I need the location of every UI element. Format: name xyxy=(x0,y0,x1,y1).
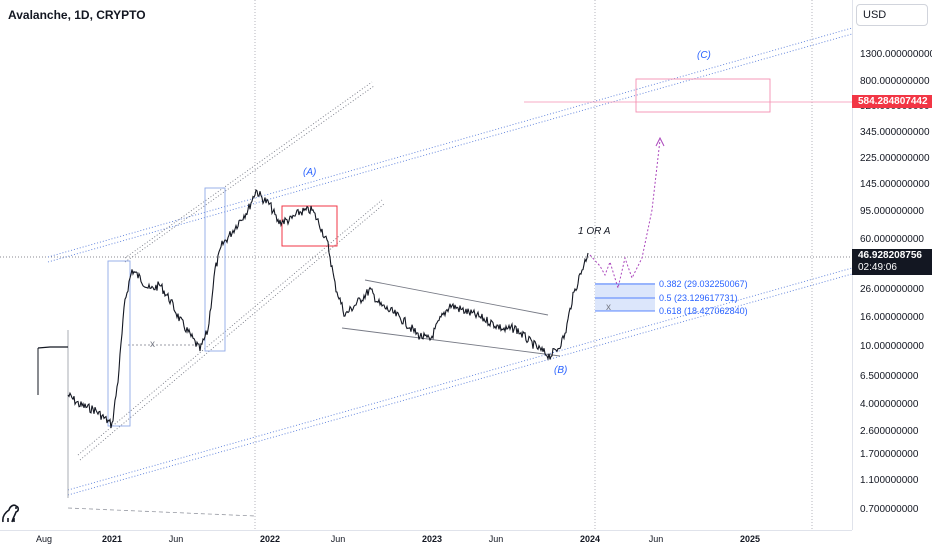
fib-618-label: 0.618 (18.427062840) xyxy=(659,306,748,316)
price-tick-label: 16.000000000 xyxy=(860,312,924,323)
x-marker-label-2: x xyxy=(606,302,611,313)
price-tick-label: 4.000000000 xyxy=(860,399,919,410)
x-marker-label: x xyxy=(150,339,155,350)
grid-lines xyxy=(254,0,813,530)
price-tick-label: 6.500000000 xyxy=(860,371,919,382)
tradingview-logo-icon[interactable] xyxy=(0,500,22,526)
price-tick-label: 145.000000000 xyxy=(860,179,930,190)
price-tick-label: 225.000000000 xyxy=(860,153,930,164)
currency-selector[interactable]: USD xyxy=(856,4,928,26)
price-chart[interactable] xyxy=(0,0,852,530)
price-tick-label: 26.000000000 xyxy=(860,284,924,295)
price-tick-label: 345.000000000 xyxy=(860,127,930,138)
fib-5-label: 0.5 (23.129617731) xyxy=(659,293,738,303)
wave-b-label: (B) xyxy=(554,365,568,376)
grey-trendlines xyxy=(77,81,385,461)
target-box xyxy=(635,78,771,113)
fib-382-label: 0.382 (29.032250067) xyxy=(659,279,748,289)
one-or-a-label: 1 OR A xyxy=(578,226,611,237)
candle-countdown: 02:49:06 xyxy=(858,262,897,273)
current-price: 46.928208756 xyxy=(858,250,922,261)
blue-box-1 xyxy=(107,260,131,427)
price-tick-label: 1.100000000 xyxy=(860,475,919,486)
fib-zone xyxy=(595,283,655,311)
blue-channel-lower xyxy=(67,267,852,496)
price-tick-label: 60.000000000 xyxy=(860,234,924,245)
time-axis[interactable] xyxy=(0,530,852,551)
time-tick-label: Jun xyxy=(330,534,346,544)
time-tick-label: 2022 xyxy=(259,534,281,544)
blue-box-2 xyxy=(204,187,226,352)
price-tick-label: 95.000000000 xyxy=(860,206,924,217)
projection-path xyxy=(589,139,661,290)
fib-lines xyxy=(595,283,655,312)
time-tick-label: Jun xyxy=(648,534,664,544)
red-box xyxy=(281,205,338,247)
price-tick-label: 800.000000000 xyxy=(860,76,930,87)
time-tick-label: 2024 xyxy=(579,534,601,544)
price-series xyxy=(67,189,589,429)
baseline-dashed xyxy=(67,507,256,517)
price-tick-label: 1.700000000 xyxy=(860,449,919,460)
time-tick-label: Jun xyxy=(488,534,504,544)
blue-channel-upper xyxy=(47,27,852,263)
projection-arrow-icon xyxy=(655,136,665,147)
price-tick-label: 2.600000000 xyxy=(860,426,919,437)
time-tick-label: 2025 xyxy=(739,534,761,544)
price-tick-label: 1300.000000000 xyxy=(860,49,932,60)
wave-a-label: (A) xyxy=(303,167,317,178)
target-price-badge: 584.284807442 xyxy=(852,95,932,108)
wave-c-label: (C) xyxy=(697,50,711,61)
current-price-badge: 46.928208756 02:49:06 xyxy=(852,249,932,275)
time-tick-label: 2021 xyxy=(101,534,123,544)
price-tick-label: 0.700000000 xyxy=(860,504,919,515)
price-tick-label: 10.000000000 xyxy=(860,341,924,352)
falling-wedge xyxy=(341,279,561,357)
chart-area[interactable]: Avalanche, 1D, CRYPTO (A) (B) (C) 1 OR A… xyxy=(0,0,852,530)
pre-history xyxy=(37,346,68,349)
time-tick-label: 2023 xyxy=(421,534,443,544)
time-tick-label: Aug xyxy=(35,534,53,544)
chart-title: Avalanche, 1D, CRYPTO xyxy=(8,8,146,22)
time-tick-label: Jun xyxy=(168,534,184,544)
